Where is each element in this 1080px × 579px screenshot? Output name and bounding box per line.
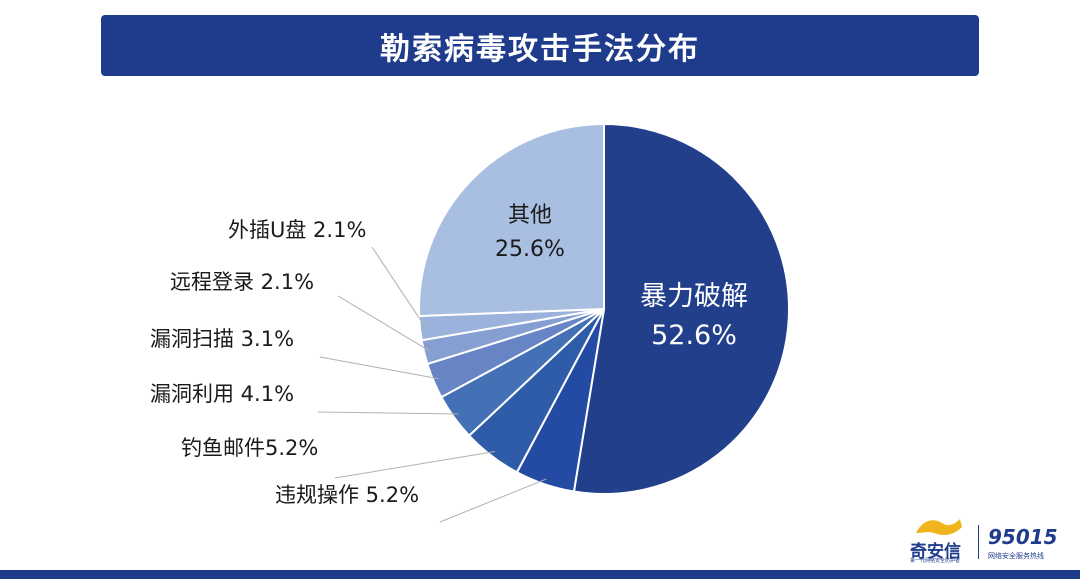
outside-label-3: 漏洞利用 4.1%	[150, 382, 294, 406]
leader-line-2	[334, 450, 495, 479]
brand-logo: 奇安信 第一代网络安全防护者 95015 网络安全服务热线	[908, 515, 1058, 565]
slice-label-value-1: 52.6%	[651, 320, 737, 351]
bottom-bar	[0, 570, 1080, 579]
slice-label-value-2: 25.6%	[495, 237, 565, 262]
outside-label-6: 外插U盘 2.1%	[228, 218, 366, 242]
leader-line-5	[337, 295, 430, 352]
pie-slice-1	[572, 122, 790, 495]
outside-label-4: 漏洞扫描 3.1%	[150, 327, 294, 351]
pie-slice-8	[418, 122, 605, 318]
hotline-number: 95015	[988, 525, 1058, 549]
leader-line-6	[371, 246, 426, 328]
leader-line-1	[439, 478, 547, 523]
title-banner: 勒索病毒攻击手法分布	[101, 15, 979, 76]
outside-label-2: 钓鱼邮件5.2%	[181, 436, 318, 460]
hotline-caption: 网络安全服务热线	[988, 552, 1044, 560]
chart-title: 勒索病毒攻击手法分布	[380, 31, 700, 67]
outside-label-1: 违规操作 5.2%	[275, 483, 419, 507]
logo-brand-text: 奇安信	[910, 542, 961, 562]
slice-label-name-2: 其他	[508, 203, 552, 228]
leader-line-4	[319, 356, 439, 380]
logo-mark-icon	[916, 519, 962, 535]
slice-label-name-1: 暴力破解	[640, 281, 748, 312]
outside-label-5: 远程登录 2.1%	[170, 270, 314, 294]
logo-tagline: 第一代网络安全防护者	[910, 558, 961, 564]
logo-divider	[978, 525, 979, 559]
leader-line-3	[317, 411, 459, 415]
